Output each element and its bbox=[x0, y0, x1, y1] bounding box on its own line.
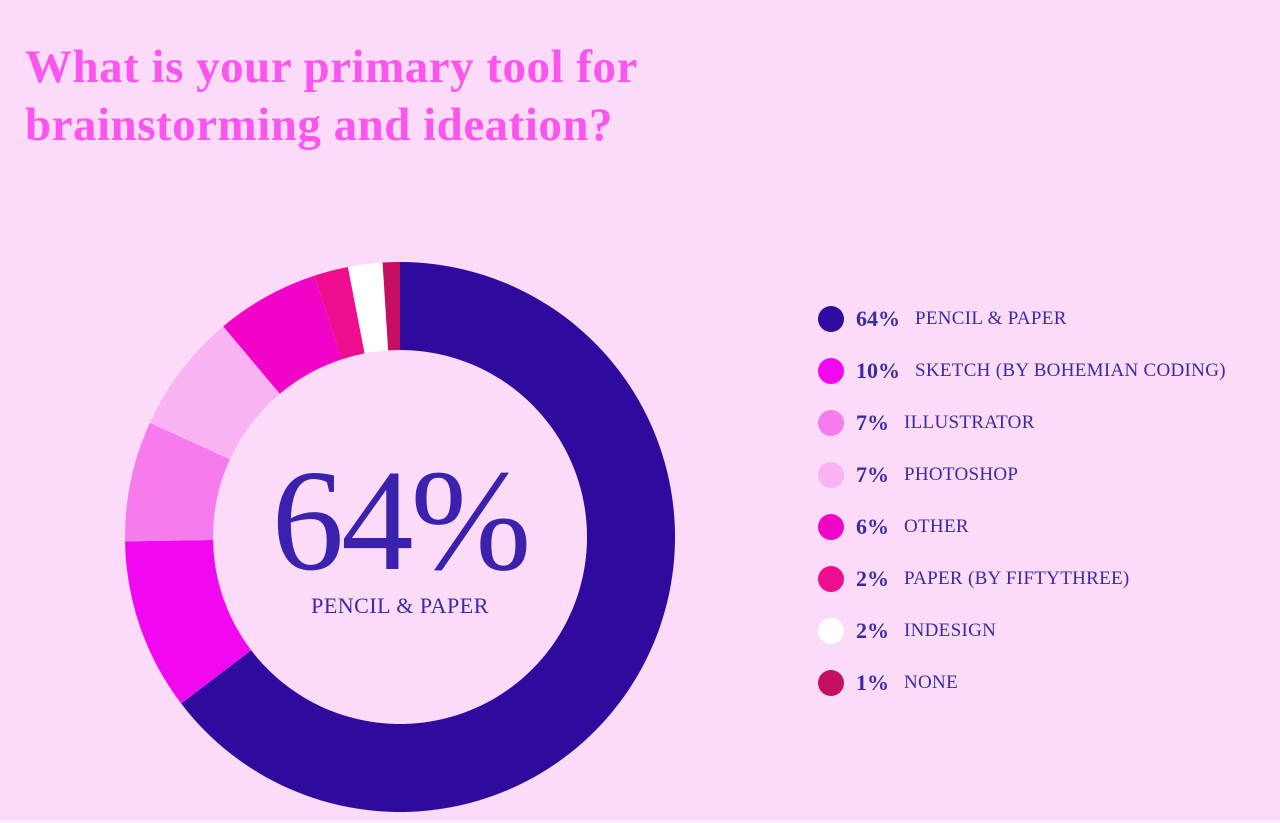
legend-item: 64% PENCIL & PAPER bbox=[818, 306, 1226, 332]
legend-item: 7% PHOTOSHOP bbox=[818, 462, 1226, 488]
legend-label: PENCIL & PAPER bbox=[915, 308, 1067, 329]
legend-color-dot-icon bbox=[818, 462, 844, 488]
legend-label: ILLUSTRATOR bbox=[904, 412, 1035, 433]
legend-label: PHOTOSHOP bbox=[904, 464, 1019, 485]
donut-segment-other bbox=[223, 275, 342, 394]
legend-color-dot-icon bbox=[818, 410, 844, 436]
legend-color-dot-icon bbox=[818, 618, 844, 644]
legend-label: PAPER (BY FIFTYTHREE) bbox=[904, 568, 1130, 589]
legend-color-dot-icon bbox=[818, 566, 844, 592]
legend-value: 6% bbox=[856, 514, 889, 539]
legend-value: 1% bbox=[856, 670, 889, 695]
legend-color-dot-icon bbox=[818, 670, 844, 696]
donut-segment-photoshop bbox=[149, 326, 280, 460]
page-bottom-edge bbox=[0, 820, 1280, 823]
legend-item: 7% ILLUSTRATOR bbox=[818, 410, 1226, 436]
donut-segment-sketch-by-bohemian-coding bbox=[125, 539, 252, 704]
legend-value: 7% bbox=[856, 462, 889, 487]
legend-item: 1% NONE bbox=[818, 670, 1226, 696]
legend-item: 2% PAPER (BY FIFTYTHREE) bbox=[818, 566, 1226, 592]
legend-label: SKETCH (BY BOHEMIAN CODING) bbox=[915, 360, 1226, 381]
legend-value: 7% bbox=[856, 410, 889, 435]
legend-value: 64% bbox=[856, 306, 900, 331]
legend-label: INDESIGN bbox=[904, 620, 997, 641]
donut-segment-pencil-paper bbox=[181, 262, 676, 812]
donut-chart: 64% PENCIL & PAPER bbox=[115, 252, 685, 822]
legend-value: 2% bbox=[856, 566, 889, 591]
legend-color-dot-icon bbox=[818, 306, 844, 332]
legend-label: OTHER bbox=[904, 516, 969, 537]
legend: 64% PENCIL & PAPER 10% SKETCH (BY BOHEMIAN … bbox=[818, 306, 1226, 696]
legend-item: 6% OTHER bbox=[818, 514, 1226, 540]
legend-label: NONE bbox=[904, 672, 958, 693]
donut-segment-indesign bbox=[347, 262, 389, 354]
donut-segment-paper-by-fiftythree bbox=[314, 266, 365, 360]
donut-segment-illustrator bbox=[124, 422, 230, 542]
legend-item: 10% SKETCH (BY BOHEMIAN CODING) bbox=[818, 358, 1226, 384]
legend-value: 2% bbox=[856, 618, 889, 643]
legend-value: 10% bbox=[856, 358, 900, 383]
page-title: What is your primary tool for brainstorm… bbox=[25, 41, 637, 151]
legend-color-dot-icon bbox=[818, 358, 844, 384]
legend-item: 2% INDESIGN bbox=[818, 618, 1226, 644]
donut-svg bbox=[124, 262, 676, 812]
donut-segment-none bbox=[382, 262, 400, 351]
legend-color-dot-icon bbox=[818, 514, 844, 540]
